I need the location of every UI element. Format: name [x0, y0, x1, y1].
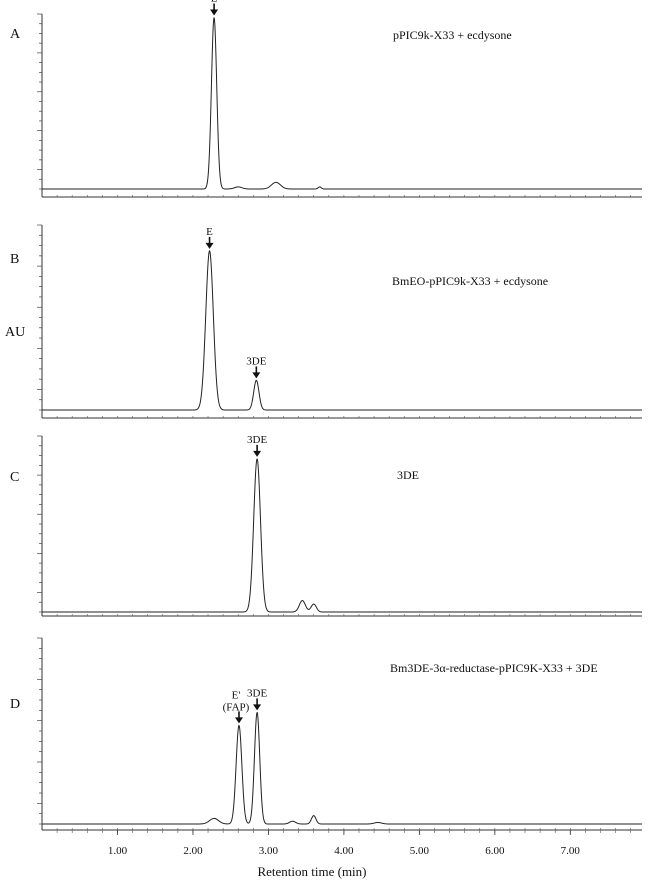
x-tick-label: 7.00 — [561, 845, 581, 857]
peak-arrow-head — [210, 9, 219, 16]
x-axis: 1.00 2.00 3.00 4.00 5.00 6.00 7.00 — [56, 830, 631, 857]
peak-arrow-head — [253, 450, 262, 457]
panel-label: D — [10, 697, 20, 712]
panel-d: D Bm3DE-3α-reductase-pPIC9K-X33 + 3DE (FAP… — [10, 637, 642, 831]
peak-label: E — [211, 0, 218, 5]
x-tick-label: 4.00 — [334, 845, 354, 857]
panel-legend: pPIC9k-X33 + ecdysone — [393, 28, 512, 42]
x-tick-label: 5.00 — [410, 845, 430, 857]
panel-label: A — [10, 27, 21, 42]
peak-arrow-head — [253, 704, 262, 711]
panel-label: C — [10, 470, 19, 485]
peak-label-sub: (FAP) — [223, 701, 250, 713]
series-line — [42, 711, 642, 825]
x-axis-label: Retention time (min) — [257, 864, 366, 879]
series-line — [42, 458, 642, 613]
peak-label: 3DE — [247, 434, 267, 446]
series-line — [42, 249, 642, 411]
x-tick-label: 3.00 — [259, 845, 279, 857]
peak-arrow-head — [252, 372, 261, 379]
peak-label: 3DE — [247, 687, 267, 699]
panel-b: B BmEO-pPIC9k-X33 + ecdysone E 3DE — [10, 224, 642, 419]
y-axis-label: AU — [5, 325, 25, 340]
panel-legend: BmEO-pPIC9k-X33 + ecdysone — [392, 274, 548, 288]
panel-legend: Bm3DE-3α-reductase-pPIC9K-X33 + 3DE — [390, 661, 598, 675]
x-tick-label: 6.00 — [485, 845, 505, 857]
x-tick-label: 2.00 — [183, 845, 203, 857]
peak-arrow-head — [234, 717, 243, 724]
x-tick-label: 1.00 — [108, 845, 128, 857]
panel-legend: 3DE — [397, 468, 419, 482]
peak-label: E — [206, 226, 213, 238]
series-line — [42, 17, 642, 190]
peak-label: 3DE — [246, 355, 266, 367]
panel-label: B — [10, 252, 19, 267]
peak-label: E' — [232, 689, 241, 701]
peak-arrow-head — [205, 242, 214, 249]
panel-c: C 3DE 3DE — [10, 434, 642, 617]
